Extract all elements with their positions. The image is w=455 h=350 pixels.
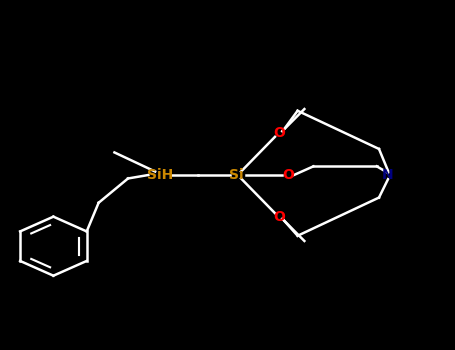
Text: O: O	[273, 210, 285, 224]
Text: O: O	[283, 168, 294, 182]
Text: O: O	[273, 126, 285, 140]
Text: Si: Si	[229, 168, 244, 182]
Text: SiH: SiH	[147, 168, 173, 182]
Text: N: N	[382, 168, 394, 182]
